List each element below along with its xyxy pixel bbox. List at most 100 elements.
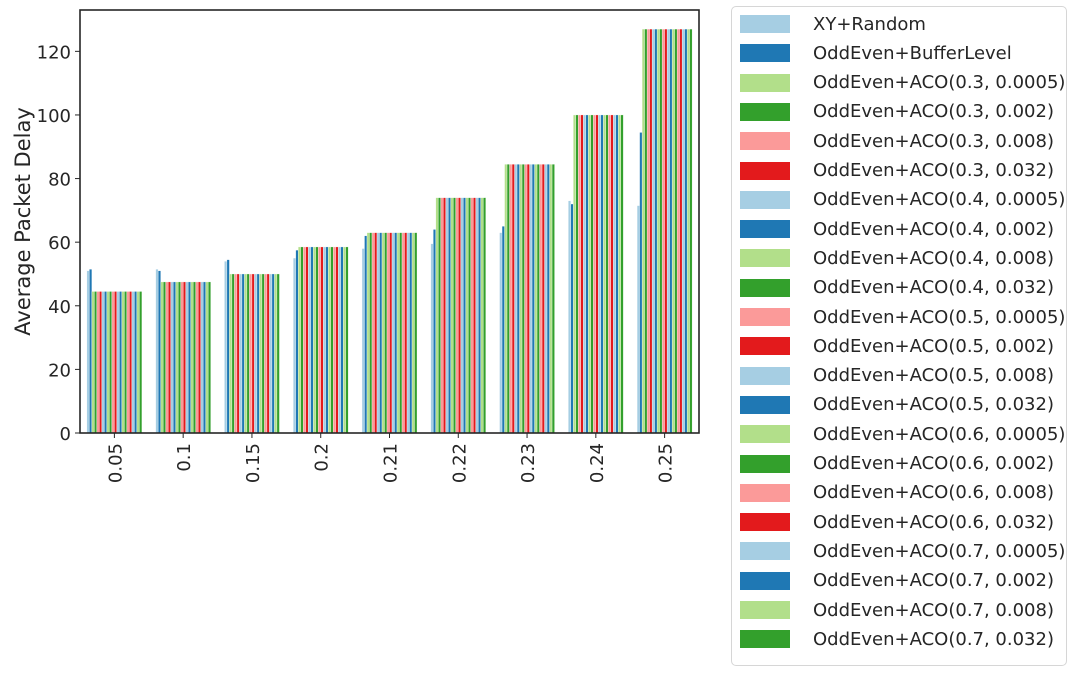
bar bbox=[386, 232, 390, 434]
bar bbox=[414, 232, 418, 434]
bar bbox=[504, 164, 508, 434]
legend-item: OddEven+ACO(0.5, 0.0005) bbox=[740, 305, 1065, 329]
bar bbox=[605, 114, 609, 434]
plot-area-frame bbox=[79, 9, 700, 434]
bar bbox=[669, 28, 673, 434]
bar bbox=[465, 197, 469, 434]
legend-label: OddEven+ACO(0.3, 0.008) bbox=[813, 130, 1054, 152]
legend-swatch bbox=[740, 483, 790, 502]
legend-item: OddEven+ACO(0.3, 0.032) bbox=[740, 159, 1054, 183]
x-tick-label: 0.15 bbox=[243, 443, 264, 483]
bar bbox=[468, 197, 471, 434]
bar bbox=[539, 164, 543, 434]
legend-label: OddEven+ACO(0.7, 0.002) bbox=[813, 570, 1054, 592]
bar bbox=[478, 197, 481, 434]
bar bbox=[239, 273, 243, 434]
bar bbox=[379, 232, 383, 434]
bar bbox=[453, 197, 456, 434]
bar bbox=[568, 200, 571, 434]
bar bbox=[430, 243, 434, 434]
x-tick-label: 0.05 bbox=[105, 443, 126, 483]
legend-swatch bbox=[740, 161, 790, 180]
bar bbox=[499, 232, 503, 434]
legend-swatch bbox=[740, 337, 790, 356]
legend-item: OddEven+ACO(0.7, 0.032) bbox=[740, 627, 1054, 651]
bar bbox=[544, 164, 548, 434]
bar bbox=[236, 273, 240, 434]
bar bbox=[293, 257, 296, 434]
bar bbox=[654, 28, 658, 434]
bar bbox=[473, 197, 476, 434]
bar bbox=[458, 197, 461, 434]
bar bbox=[369, 232, 373, 434]
legend-label: OddEven+ACO(0.5, 0.002) bbox=[813, 335, 1054, 357]
bar bbox=[276, 273, 280, 434]
legend-item: XY+Random bbox=[740, 12, 926, 36]
bar bbox=[689, 28, 693, 434]
bar bbox=[231, 273, 235, 434]
bar bbox=[593, 114, 596, 434]
legend-swatch bbox=[740, 513, 790, 532]
bar bbox=[185, 281, 189, 434]
legend-swatch bbox=[740, 395, 790, 414]
bar bbox=[126, 291, 130, 434]
bar bbox=[116, 291, 120, 434]
bar bbox=[463, 197, 466, 434]
bar bbox=[534, 164, 538, 434]
legend-swatch bbox=[740, 44, 790, 63]
bar bbox=[686, 28, 690, 434]
legend-swatch bbox=[740, 15, 790, 33]
bar bbox=[676, 28, 680, 434]
y-tick-label: 100 bbox=[37, 106, 71, 127]
bar bbox=[266, 273, 270, 434]
bar bbox=[318, 246, 321, 434]
bar bbox=[338, 246, 341, 434]
legend-swatch bbox=[740, 454, 790, 473]
legend-item: OddEven+ACO(0.3, 0.0005) bbox=[740, 71, 1065, 95]
bar bbox=[134, 291, 138, 434]
bar bbox=[551, 164, 555, 434]
bar bbox=[409, 232, 413, 434]
bar bbox=[570, 203, 574, 434]
bar bbox=[524, 164, 528, 434]
bar bbox=[178, 281, 181, 434]
legend-item: OddEven+ACO(0.6, 0.0005) bbox=[740, 422, 1065, 446]
legend-item: OddEven+ACO(0.4, 0.0005) bbox=[740, 188, 1065, 212]
bar bbox=[618, 114, 621, 434]
bar bbox=[308, 246, 311, 434]
bar bbox=[374, 232, 378, 434]
bar bbox=[131, 291, 135, 434]
bar bbox=[295, 249, 299, 434]
y-tick-label: 0 bbox=[60, 424, 71, 445]
bar bbox=[475, 197, 479, 434]
legend-swatch bbox=[740, 249, 790, 268]
legend-swatch bbox=[740, 102, 790, 121]
bar bbox=[190, 281, 194, 434]
bar bbox=[254, 273, 258, 434]
legend-item: OddEven+ACO(0.5, 0.032) bbox=[740, 393, 1054, 417]
bar bbox=[445, 197, 449, 434]
y-axis-ticks: 0 20 40 60 80 100 120 bbox=[37, 42, 80, 445]
y-tick-label: 20 bbox=[48, 360, 71, 381]
bar bbox=[536, 164, 540, 434]
bar bbox=[330, 246, 334, 434]
bar bbox=[615, 114, 619, 434]
bar bbox=[89, 269, 93, 434]
legend-label: OddEven+ACO(0.4, 0.002) bbox=[813, 218, 1054, 240]
bar bbox=[394, 232, 398, 434]
bar bbox=[155, 269, 159, 434]
bar bbox=[483, 197, 486, 434]
legend-item: OddEven+BufferLevel bbox=[740, 41, 1012, 65]
bar bbox=[193, 281, 196, 434]
legend-label: OddEven+ACO(0.4, 0.008) bbox=[813, 247, 1054, 269]
x-tick-label: 0.1 bbox=[174, 443, 195, 472]
bar bbox=[234, 273, 238, 434]
bar bbox=[246, 273, 250, 434]
bar bbox=[335, 246, 339, 434]
legend-item: OddEven+ACO(0.6, 0.002) bbox=[740, 452, 1054, 476]
bar bbox=[644, 28, 648, 434]
bar bbox=[99, 291, 103, 434]
bar bbox=[109, 291, 113, 434]
